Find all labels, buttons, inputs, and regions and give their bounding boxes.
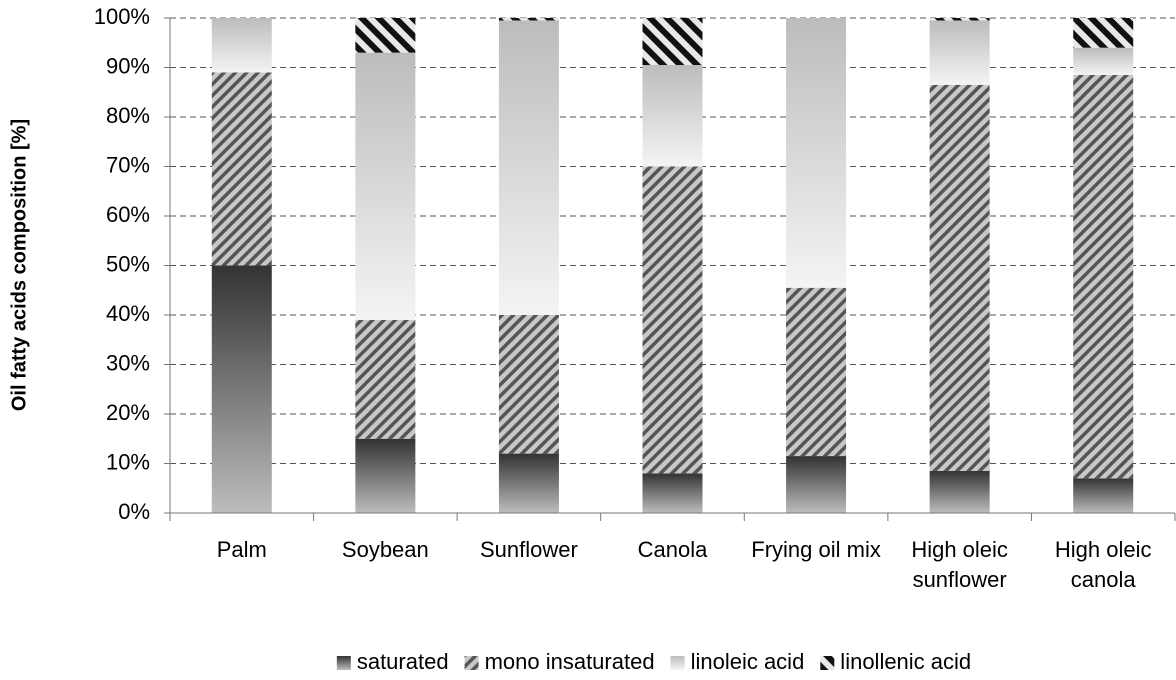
- bar-segment: [929, 470, 990, 513]
- y-tick-label: 20%: [106, 400, 150, 425]
- y-tick-label: 50%: [106, 251, 150, 276]
- legend-swatch: [336, 656, 351, 670]
- bar-segment: [355, 438, 416, 513]
- bar-segment: [642, 166, 703, 474]
- bar-segment: [355, 18, 416, 53]
- legend-swatch: [820, 656, 835, 670]
- bar-segment: [1073, 47, 1134, 75]
- bar-segment: [642, 65, 703, 167]
- bar-segment: [211, 72, 272, 266]
- y-tick-label: 60%: [106, 202, 150, 227]
- bar-segment: [929, 18, 990, 21]
- y-tick-label: 0%: [118, 499, 150, 524]
- legend-label: linollenic acid: [840, 649, 971, 674]
- x-tick-label: Soybean: [341, 537, 429, 562]
- bar-segment: [929, 20, 990, 85]
- y-tick-label: 90%: [106, 53, 150, 78]
- x-tick-label: Palm: [216, 537, 267, 562]
- bar-segment: [1073, 478, 1134, 513]
- y-tick-label: 70%: [106, 152, 150, 177]
- bar-segment: [498, 18, 559, 21]
- y-tick-label: 10%: [106, 449, 150, 474]
- y-tick-label: 100%: [94, 4, 150, 29]
- y-tick-label: 40%: [106, 301, 150, 326]
- x-tick-label: High oleic sunflower: [911, 537, 1008, 592]
- bar-segment: [1073, 74, 1134, 479]
- legend: saturated mono insaturated linoleic acid li…: [336, 649, 971, 674]
- bar-segment: [498, 20, 559, 315]
- bar-segment: [786, 456, 847, 513]
- legend-swatch: [670, 656, 685, 670]
- bar-segment: [498, 453, 559, 513]
- x-tick-label: Sunflower: [480, 537, 578, 562]
- legend-label: saturated: [357, 649, 449, 674]
- x-tick-label: Frying oil mix: [751, 537, 881, 562]
- bar-segment: [786, 287, 847, 457]
- x-tick-label: High oleic canola: [1054, 537, 1152, 592]
- y-axis-label: Oil fatty acids composition [%]: [8, 119, 30, 411]
- y-tick-label: 80%: [106, 103, 150, 128]
- bar-segment: [355, 319, 416, 439]
- bar-segment: [498, 315, 559, 454]
- legend-label: linoleic acid: [691, 649, 805, 674]
- bar-segment: [786, 18, 847, 288]
- legend-label: mono insaturated: [485, 649, 655, 674]
- legend-swatch: [464, 656, 479, 670]
- bar-segment: [642, 18, 703, 66]
- bar-segment: [642, 473, 703, 513]
- y-tick-label: 30%: [106, 350, 150, 375]
- bar-segment: [1073, 18, 1134, 48]
- bar-segment: [211, 265, 272, 513]
- bar-segment: [929, 84, 990, 471]
- bar-segment: [355, 52, 416, 320]
- x-tick-label: Canola: [637, 537, 708, 562]
- bar-segment: [211, 18, 272, 73]
